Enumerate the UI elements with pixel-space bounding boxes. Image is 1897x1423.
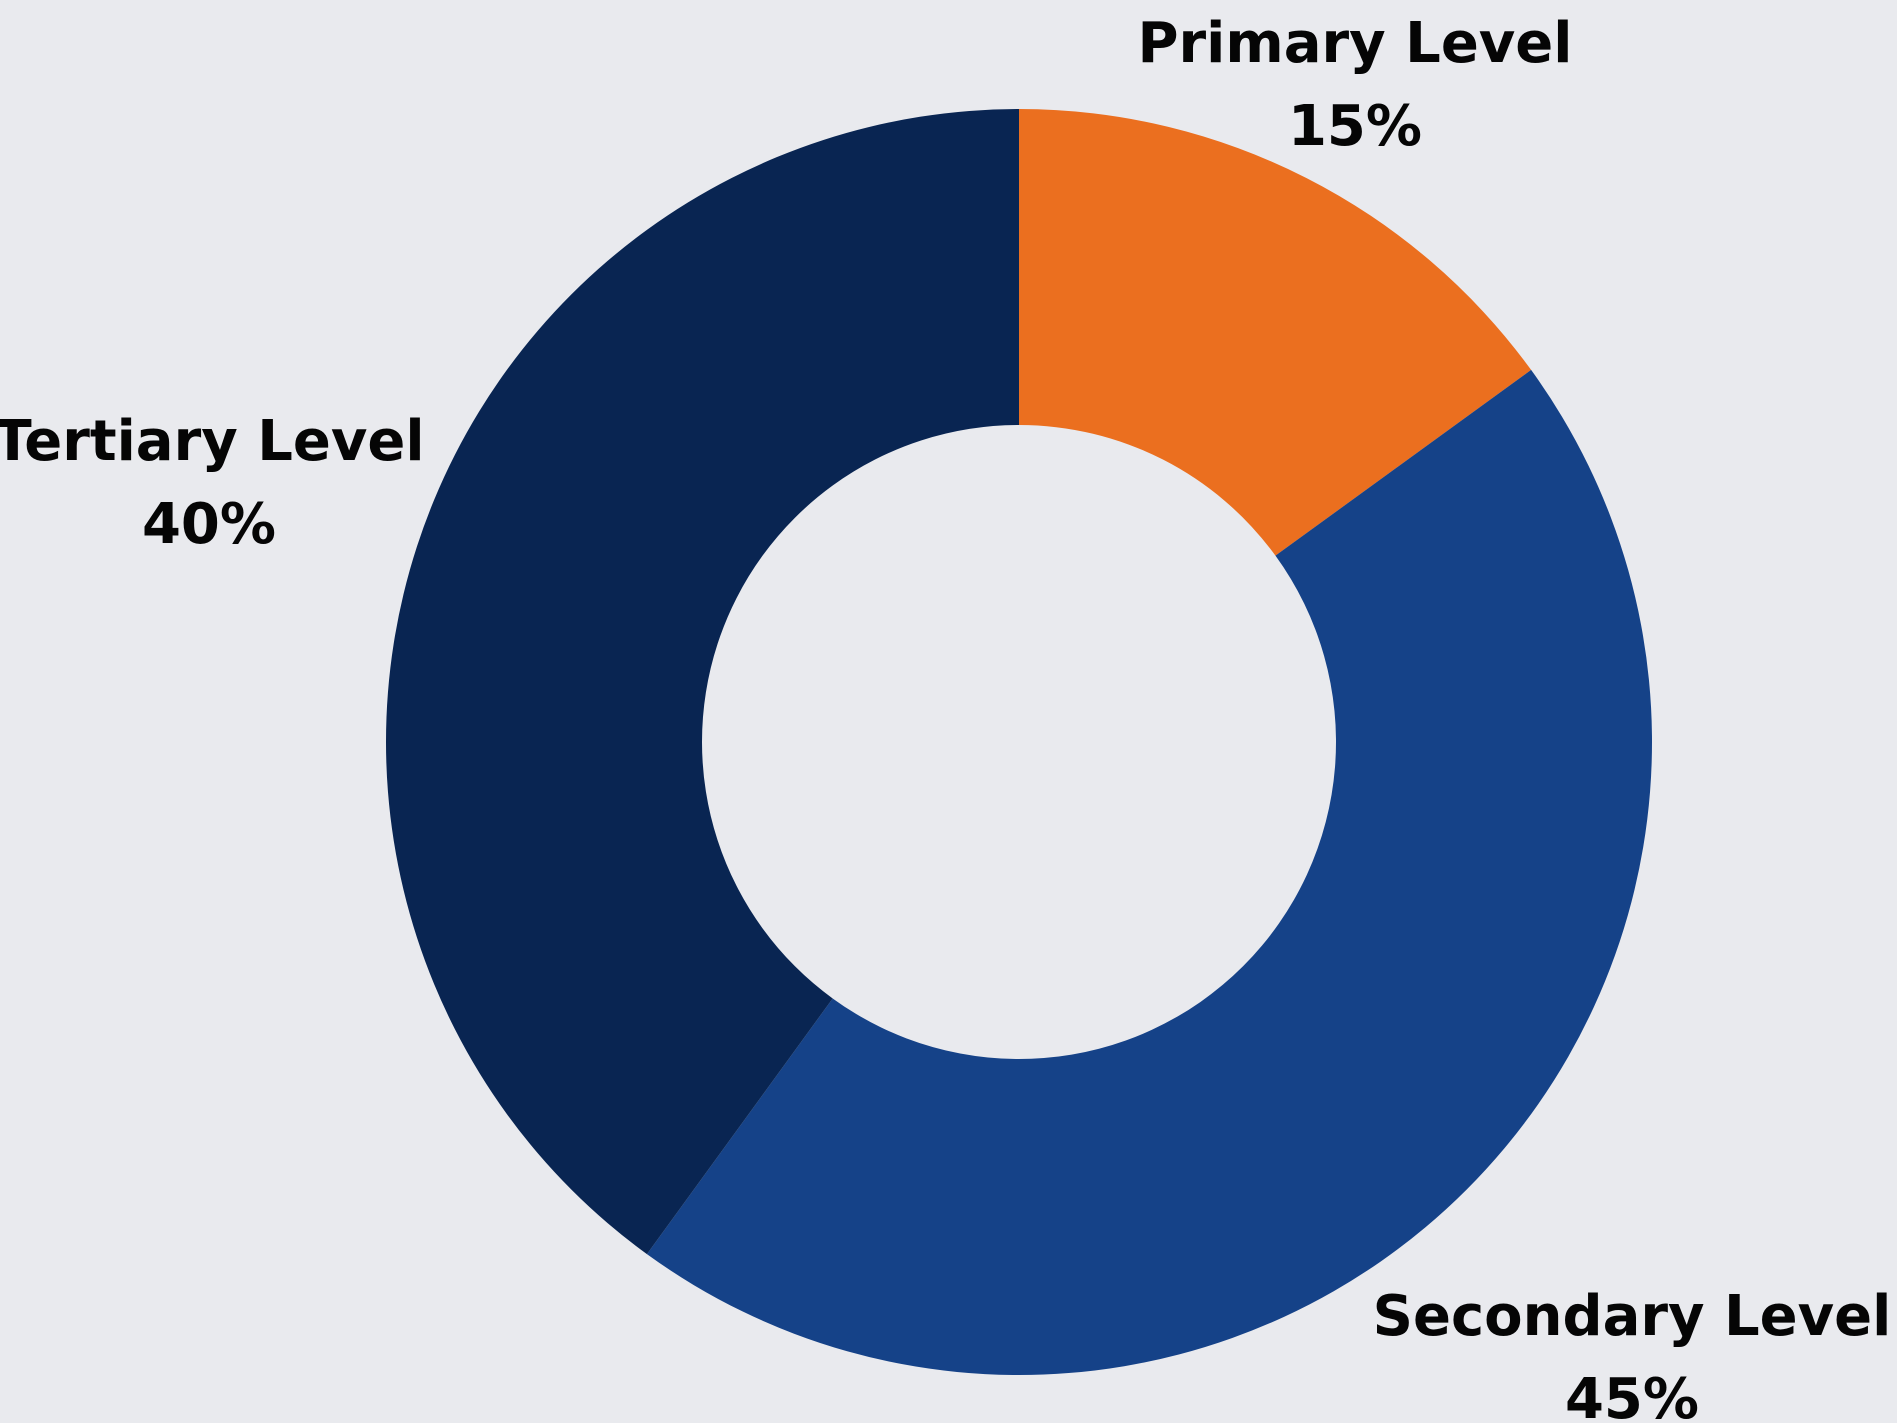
- slice-label-tertiary-level: Tertiary Level: [0, 409, 425, 474]
- slice-value-tertiary-level: 40%: [142, 492, 276, 557]
- slice-primary-level: [1019, 109, 1532, 556]
- slice-value-secondary-level: 45%: [1565, 1367, 1699, 1423]
- slice-labels: Primary Level 15% Secondary Level 45% Tertia…: [0, 11, 1891, 1423]
- slice-secondary-level: [646, 369, 1653, 1376]
- slice-label-primary-level: Primary Level: [1138, 11, 1573, 76]
- slice-tertiary-level: [385, 109, 1019, 1255]
- slice-label-secondary-level: Secondary Level: [1373, 1284, 1892, 1349]
- donut-slices: [385, 109, 1653, 1376]
- slice-value-primary-level: 15%: [1288, 94, 1422, 159]
